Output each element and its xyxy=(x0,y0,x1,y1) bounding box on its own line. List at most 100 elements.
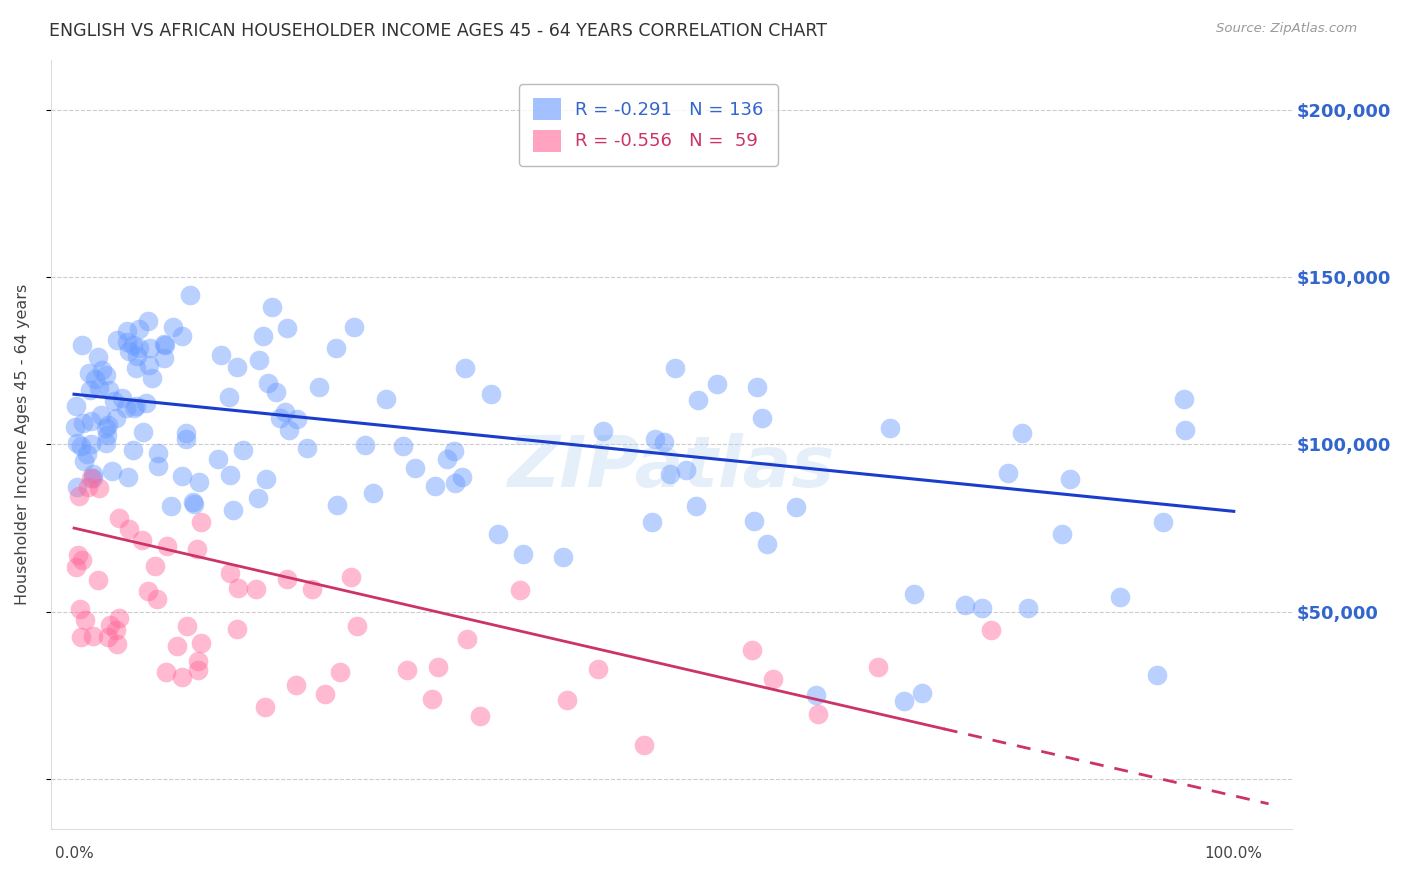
Point xyxy=(468,708,491,723)
Point xyxy=(443,444,465,458)
Point xyxy=(762,672,785,686)
Point xyxy=(176,425,198,440)
Point xyxy=(972,601,994,615)
Point xyxy=(486,527,509,541)
Point xyxy=(222,502,245,516)
Point xyxy=(325,341,347,355)
Point xyxy=(1017,600,1039,615)
Point xyxy=(122,401,145,416)
Point xyxy=(903,587,925,601)
Point xyxy=(1152,515,1174,529)
Point xyxy=(96,428,118,442)
Point xyxy=(162,320,184,334)
Point xyxy=(245,582,267,597)
Point xyxy=(686,392,709,407)
Point xyxy=(132,425,155,439)
Point xyxy=(80,437,103,451)
Point xyxy=(128,322,150,336)
Point xyxy=(94,368,117,382)
Point xyxy=(1146,668,1168,682)
Point xyxy=(751,410,773,425)
Point xyxy=(90,408,112,422)
Point xyxy=(326,498,349,512)
Point xyxy=(115,401,138,415)
Point xyxy=(97,384,120,398)
Point xyxy=(741,643,763,657)
Point xyxy=(868,660,890,674)
Point xyxy=(179,288,201,302)
Point xyxy=(86,350,108,364)
Point xyxy=(67,548,90,562)
Point xyxy=(172,328,194,343)
Point xyxy=(111,391,134,405)
Point xyxy=(84,372,107,386)
Point xyxy=(644,432,666,446)
Point xyxy=(87,573,110,587)
Point xyxy=(664,361,686,376)
Point xyxy=(122,337,145,351)
Point xyxy=(117,469,139,483)
Point xyxy=(436,452,458,467)
Point xyxy=(156,539,179,553)
Point xyxy=(295,441,318,455)
Point xyxy=(980,623,1002,637)
Point xyxy=(124,400,146,414)
Point xyxy=(73,453,96,467)
Point xyxy=(94,421,117,435)
Point xyxy=(70,630,93,644)
Point xyxy=(97,630,120,644)
Point xyxy=(103,393,125,408)
Point xyxy=(172,670,194,684)
Point xyxy=(276,321,298,335)
Point xyxy=(404,461,426,475)
Point xyxy=(75,613,97,627)
Point xyxy=(807,706,830,721)
Point xyxy=(136,583,159,598)
Point xyxy=(186,541,208,556)
Point xyxy=(72,417,94,431)
Point xyxy=(190,515,212,529)
Point xyxy=(187,654,209,668)
Point xyxy=(138,314,160,328)
Point xyxy=(420,692,443,706)
Point xyxy=(135,396,157,410)
Point xyxy=(509,583,531,598)
Point xyxy=(139,341,162,355)
Point xyxy=(101,464,124,478)
Point xyxy=(301,582,323,597)
Point xyxy=(153,337,176,351)
Point xyxy=(675,463,697,477)
Point xyxy=(443,476,465,491)
Point xyxy=(115,324,138,338)
Point xyxy=(512,547,534,561)
Point xyxy=(1059,472,1081,486)
Point xyxy=(70,337,93,351)
Point xyxy=(254,472,277,486)
Point xyxy=(104,623,127,637)
Point xyxy=(187,475,209,489)
Point xyxy=(553,549,575,564)
Point xyxy=(65,559,87,574)
Point xyxy=(284,678,307,692)
Point xyxy=(65,435,87,450)
Point xyxy=(141,370,163,384)
Point xyxy=(329,665,352,680)
Point xyxy=(1174,423,1197,437)
Point xyxy=(1050,526,1073,541)
Point xyxy=(115,334,138,349)
Point xyxy=(125,360,148,375)
Point xyxy=(456,632,478,646)
Point xyxy=(346,619,368,633)
Point xyxy=(232,443,254,458)
Point xyxy=(118,343,141,358)
Point xyxy=(218,390,240,404)
Point xyxy=(170,468,193,483)
Point xyxy=(340,570,363,584)
Point xyxy=(274,405,297,419)
Point xyxy=(181,494,204,508)
Point xyxy=(226,581,249,595)
Point xyxy=(146,591,169,606)
Point xyxy=(755,537,778,551)
Point xyxy=(80,414,103,428)
Point xyxy=(1173,392,1195,406)
